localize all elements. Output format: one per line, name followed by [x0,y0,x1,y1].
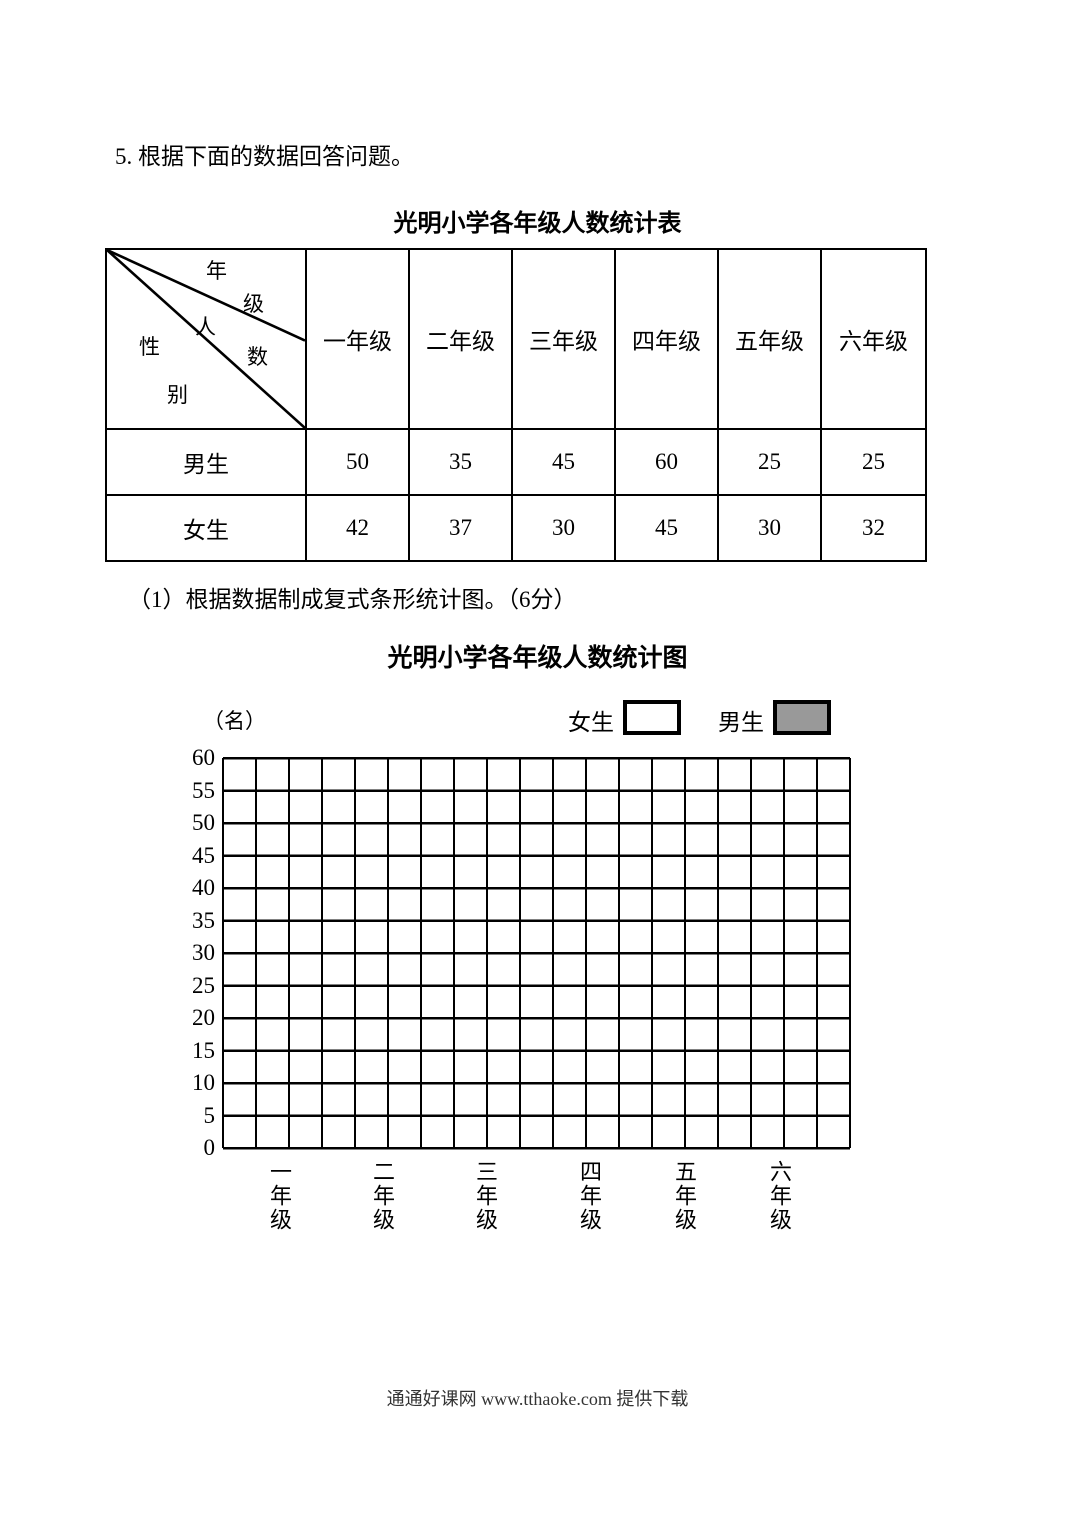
corner-char-gender-2: 别 [167,383,188,407]
y-axis-tick-label: 45 [192,842,215,868]
y-axis-tick-label: 35 [192,907,215,933]
y-axis-tick-label: 0 [203,1135,216,1160]
y-axis-tick-label: 60 [192,745,215,770]
chart-gridlines [222,756,851,1150]
cell-boys-grade3: 45 [511,428,616,496]
x-axis-category-label: 六年级 [767,1160,792,1232]
column-header-grade1: 一年级 [305,248,410,430]
cell-boys-grade1: 50 [305,428,410,496]
x-axis-category-label: 四年级 [577,1160,602,1232]
legend-swatch-girls [623,700,681,735]
chart-grid [222,756,851,1150]
y-axis-tick-label: 5 [203,1102,216,1128]
column-header-grade5: 五年级 [717,248,822,430]
x-axis-category-label: 一年级 [267,1160,292,1232]
x-axis-category-label: 五年级 [672,1160,697,1232]
y-axis-unit-label: （名） [203,709,266,733]
question-text: 5. 根据下面的数据回答问题。 [115,144,414,169]
corner-char-grade-1: 年 [206,259,227,283]
diagonal-lines [107,250,305,428]
row-label-girls: 女生 [105,494,307,562]
y-axis-tick-label: 15 [192,1037,215,1063]
statistics-table: 年 级 人 数 性 别 一年级 二年级 三年级 四年级 五年级 六年级 男生 5… [105,248,927,562]
footer-text: 通通好课网 www.tthaoke.com 提供下载 [386,1389,689,1409]
row-label-boys: 男生 [105,428,307,496]
cell-girls-grade5: 30 [717,494,822,562]
table-row-boys: 男生 50 35 45 60 25 25 [105,428,927,496]
y-axis-tick-label: 55 [192,777,215,803]
cell-boys-grade6: 25 [820,428,927,496]
column-header-grade3: 三年级 [511,248,616,430]
column-header-grade4: 四年级 [614,248,719,430]
table-title: 光明小学各年级人数统计表 [393,211,682,237]
legend-label-girls: 女生 [568,710,614,735]
cell-girls-grade1: 42 [305,494,410,562]
legend-swatch-boys [773,700,831,735]
cell-boys-grade5: 25 [717,428,822,496]
y-axis-tick-label: 40 [192,875,215,900]
cell-boys-grade4: 60 [614,428,719,496]
y-axis-tick-label: 10 [192,1070,215,1095]
corner-char-gender-1: 性 [139,335,160,359]
x-axis-category-label: 二年级 [370,1160,395,1232]
table-row-girls: 女生 42 37 30 45 30 32 [105,494,927,562]
corner-char-count-1: 人 [195,315,216,339]
legend-label-boys: 男生 [718,710,764,735]
chart-title: 光明小学各年级人数统计图 [387,645,688,672]
x-axis-category-label: 三年级 [473,1160,498,1232]
cell-girls-grade4: 45 [614,494,719,562]
cell-boys-grade2: 35 [408,428,513,496]
y-axis-tick-label: 30 [192,940,215,965]
column-header-grade2: 二年级 [408,248,513,430]
column-header-grade6: 六年级 [820,248,927,430]
table-corner-cell: 年 级 人 数 性 别 [105,248,307,430]
table-header-row: 年 级 人 数 性 别 一年级 二年级 三年级 四年级 五年级 六年级 [105,248,927,430]
y-axis-tick-label: 25 [192,972,215,998]
corner-char-grade-2: 级 [243,292,264,316]
y-axis-tick-label: 20 [192,1005,215,1030]
subquestion-text: （1）根据数据制成复式条形统计图。（6分） [128,587,577,612]
corner-char-count-2: 数 [247,345,268,369]
cell-girls-grade3: 30 [511,494,616,562]
cell-girls-grade6: 32 [820,494,927,562]
y-axis-tick-label: 50 [192,810,215,835]
cell-girls-grade2: 37 [408,494,513,562]
